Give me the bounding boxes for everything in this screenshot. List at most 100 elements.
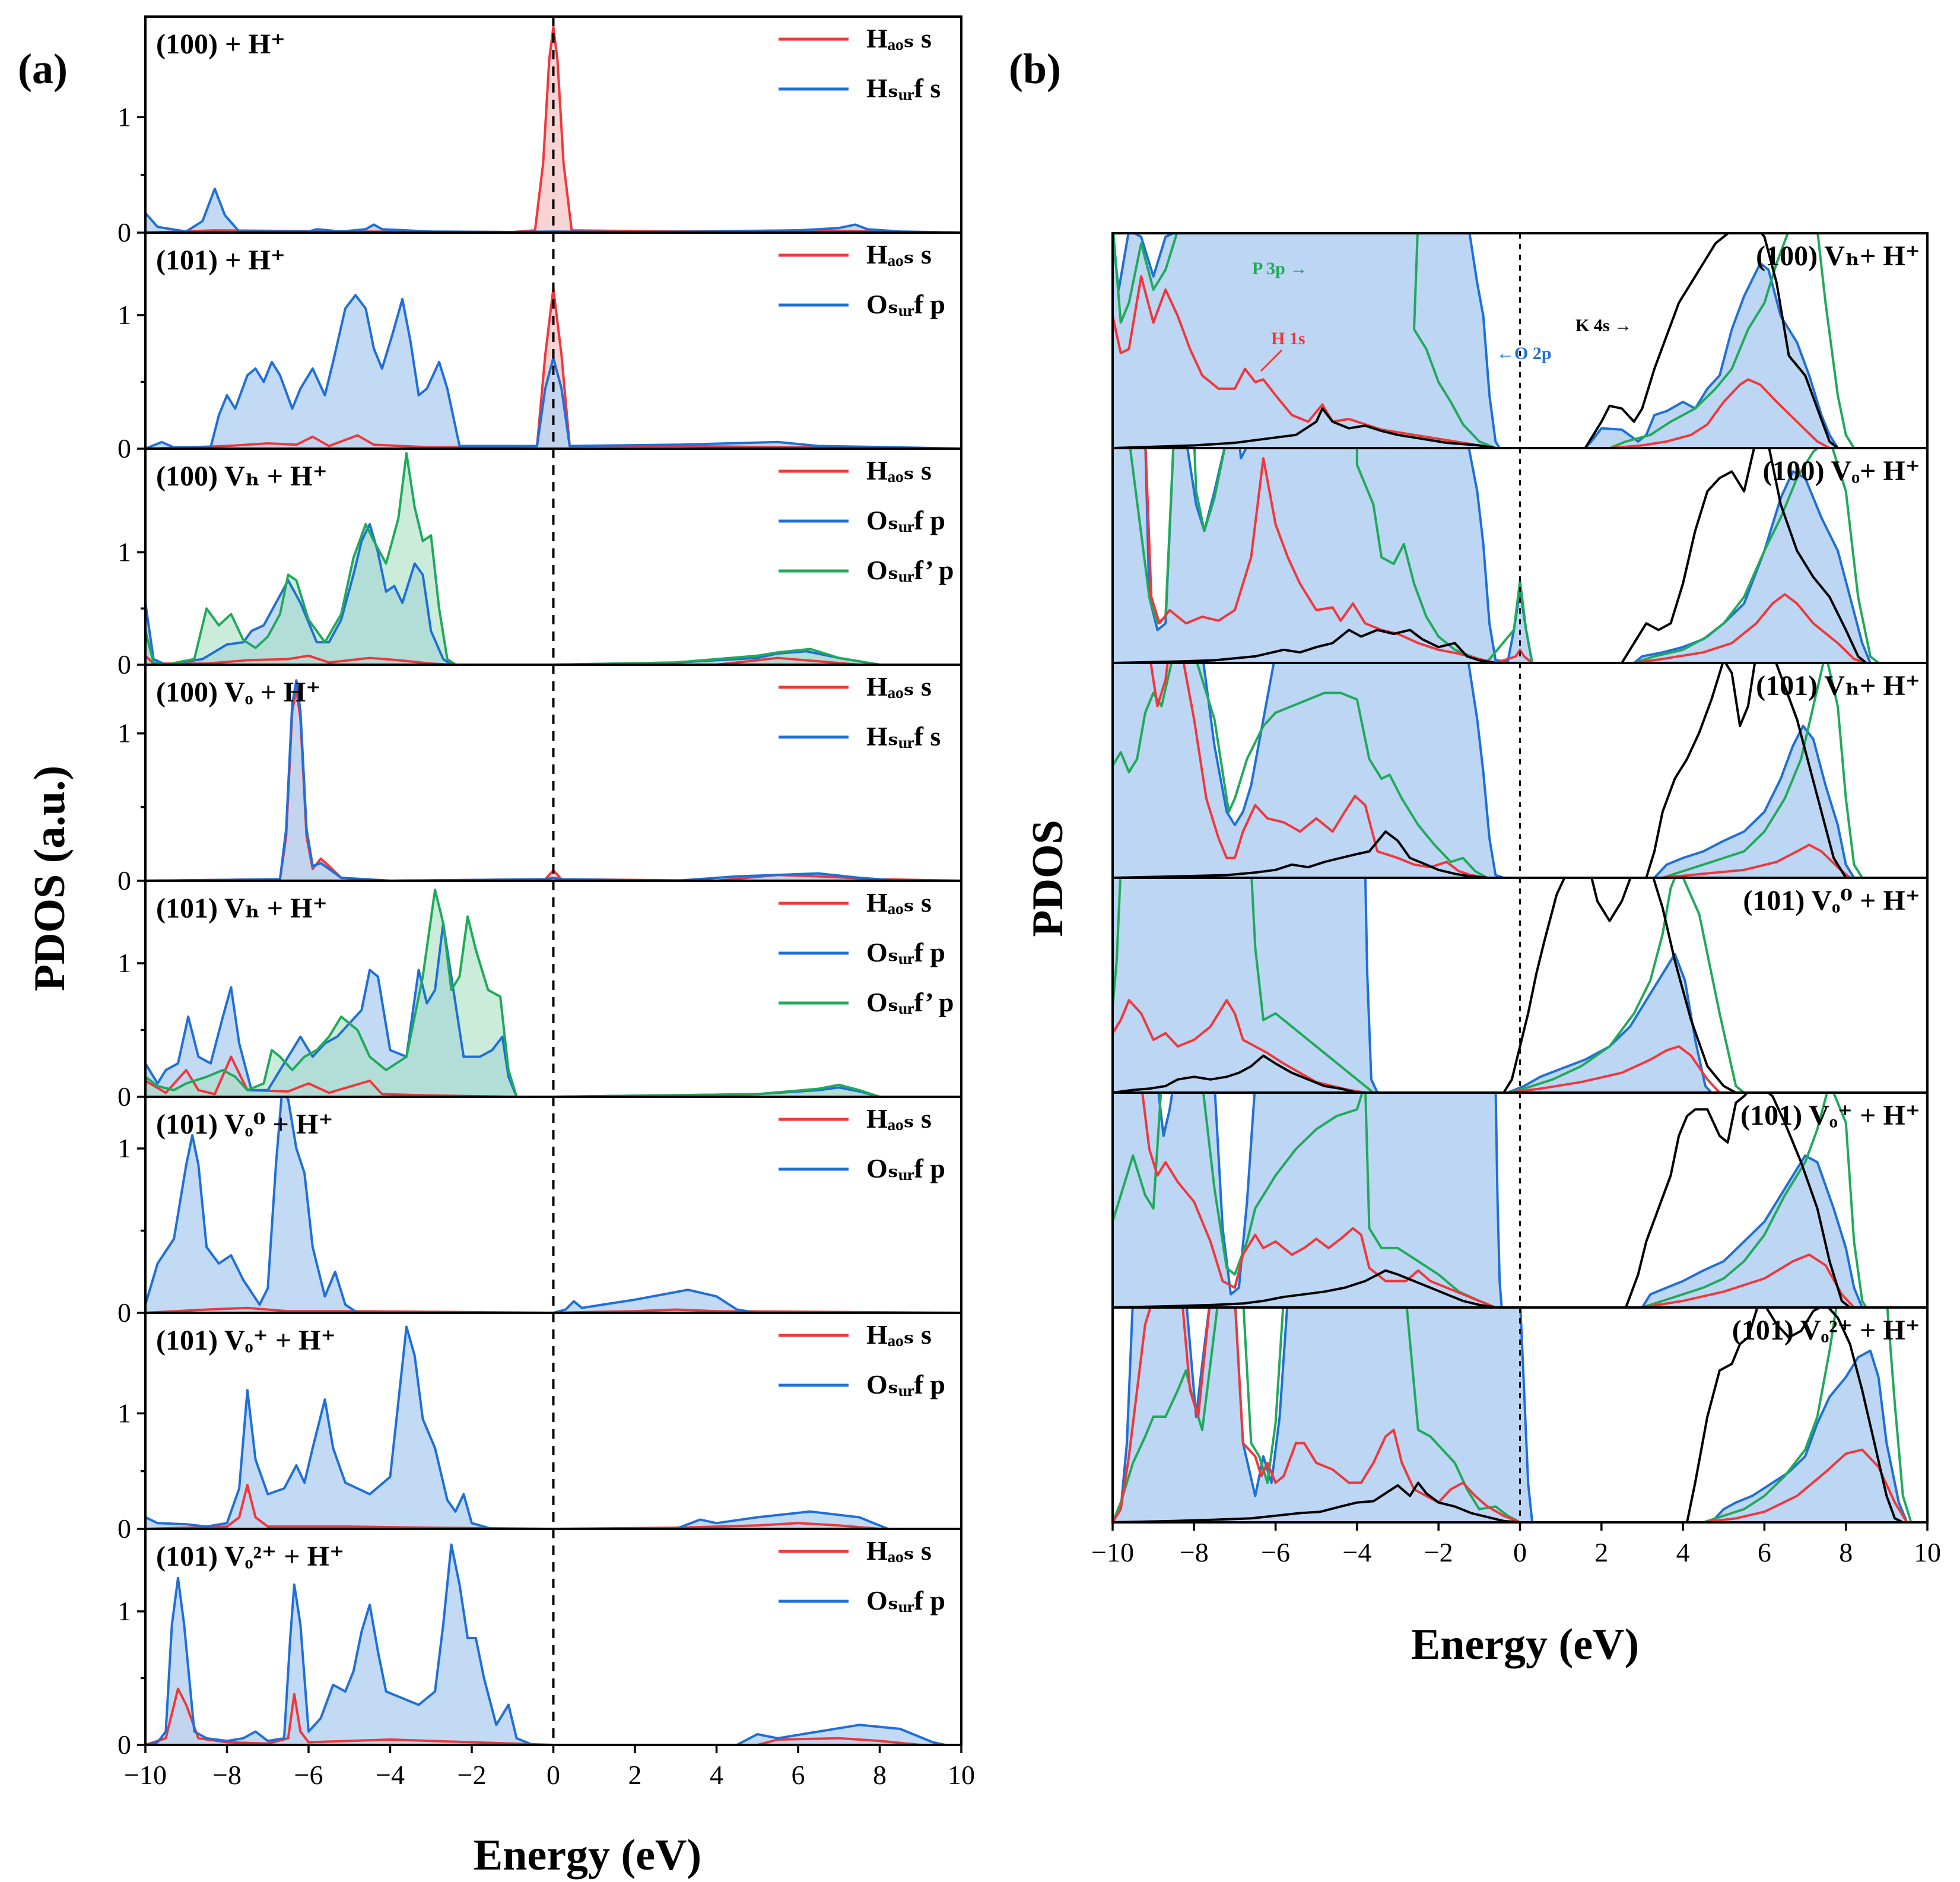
- series-fill-blue: [145, 1544, 961, 1745]
- subplot-title: (101) Vₕ+ H⁺: [1756, 670, 1920, 702]
- o2p-fill: [1113, 663, 1927, 878]
- annotation-h1s-arrow: [1260, 349, 1283, 372]
- subplot-title: (100) + H⁺: [156, 28, 285, 60]
- subplot-a-5: 0 1 (101) Vₒ⁰ + H⁺ Hₐₒₛ s Oₛᵤᵣf p: [117, 1096, 962, 1328]
- y-tick-label: 0: [117, 1513, 131, 1544]
- y-tick-label: 1: [117, 101, 131, 132]
- y-tick-label: 0: [117, 433, 131, 464]
- subplot-a-2: 0 1 (100) Vₕ + H⁺ Hₐₒₛ s Oₛᵤᵣf p Oₛᵤᵣf’ p: [117, 448, 962, 680]
- x-tick-label: 4: [710, 1760, 723, 1790]
- subplot-a-4: 0 1 (101) Vₕ + H⁺ Hₐₒₛ s Oₛᵤᵣf p Oₛᵤᵣf’ p: [117, 880, 962, 1112]
- series-line-blue: [145, 1097, 961, 1313]
- subplot-b-0: (100) Vₕ+ H⁺: [1111, 232, 1929, 449]
- y-tick-label: 0: [117, 1297, 131, 1328]
- subplot-title: (101) Vₒ⁺ + H⁺: [156, 1325, 336, 1356]
- b-ylabel: PDOS: [1024, 820, 1072, 937]
- legend-label: Hₐₒₛ s: [866, 1319, 932, 1350]
- legend-label: Oₛᵤᵣf p: [866, 1585, 945, 1616]
- series-line-black: [1113, 1307, 1927, 1522]
- annotation-k4s: K 4s →: [1575, 316, 1632, 335]
- legend-label: Oₛᵤᵣf p: [866, 289, 945, 319]
- series-line-red: [145, 1687, 961, 1745]
- series-line-blue: [1113, 1307, 1927, 1522]
- legend-label: Hₐₒₛ s: [866, 887, 932, 918]
- legend-label: Hₛᵤᵣf s: [866, 73, 941, 103]
- subplot-title: (100) Vₒ+ H⁺: [1762, 455, 1920, 487]
- legend-label: Hₐₒₛ s: [866, 1103, 932, 1134]
- legend-label: Hₐₒₛ s: [866, 23, 932, 53]
- y-tick-label: 1: [117, 948, 131, 978]
- series-line-blue: [145, 922, 961, 1097]
- legend-label: Hₐₒₛ s: [866, 1535, 932, 1566]
- series-line-black: [1113, 448, 1927, 663]
- series-line-red: [1141, 1093, 1927, 1307]
- x-tick-label: 2: [628, 1760, 642, 1790]
- a-xlabel: Energy (eV): [474, 1831, 701, 1880]
- legend-label: Hₛᵤᵣf s: [866, 721, 941, 751]
- series-line-black: [1113, 1093, 1927, 1307]
- series-line-blue: [1113, 233, 1927, 448]
- series-line-red: [1113, 275, 1927, 448]
- x-tick-label: −10: [1091, 1537, 1134, 1567]
- o2p-fill: [1113, 233, 1927, 448]
- y-tick-label: 0: [117, 1729, 131, 1760]
- series-line-red: [1113, 999, 1927, 1093]
- subplot-b-2: (101) Vₕ+ H⁺: [1111, 662, 1929, 879]
- series-line-blue: [1144, 448, 1927, 663]
- y-tick-label: 1: [117, 1596, 131, 1626]
- legend-label: Hₐₒₛ s: [866, 455, 932, 485]
- x-tick-label: −4: [376, 1760, 405, 1790]
- x-tick-label: −6: [294, 1760, 323, 1790]
- x-tick-label: −4: [1342, 1537, 1371, 1567]
- x-tick-label: 10: [1914, 1537, 1941, 1567]
- series-line-red: [1144, 448, 1927, 663]
- series-line-green: [1113, 663, 1927, 878]
- x-tick-label: −2: [1424, 1537, 1453, 1567]
- y-tick-label: 1: [117, 1133, 131, 1163]
- y-tick-label: 0: [117, 649, 131, 680]
- series-fill-red: [145, 27, 961, 233]
- x-tick-label: −8: [1180, 1537, 1209, 1567]
- series-line-blue: [145, 679, 961, 881]
- subplot-b-4: (101) Vₒ⁺ + H⁺: [1111, 1091, 1929, 1309]
- x-tick-label: 6: [1758, 1537, 1771, 1567]
- x-tick-label: 4: [1676, 1537, 1690, 1567]
- panel-a-label: (a): [18, 45, 68, 93]
- annotation-o2p: ←O 2p: [1497, 344, 1552, 363]
- x-tick-label: −2: [458, 1760, 487, 1790]
- o2p-fill: [1113, 1093, 1927, 1307]
- subplot-title: (101) Vₕ + H⁺: [156, 893, 328, 924]
- x-tick-label: 2: [1594, 1537, 1608, 1567]
- series-fill-blue: [145, 189, 961, 233]
- x-tick-label: −10: [124, 1760, 167, 1790]
- series-fill-green: [145, 453, 961, 665]
- series-line-green: [145, 888, 961, 1097]
- subplot-title: (100) Vₕ+ H⁺: [1756, 240, 1920, 272]
- series-line-green: [145, 452, 961, 665]
- a-ylabel: PDOS (a.u.): [26, 766, 74, 991]
- series-line-black: [1113, 233, 1927, 448]
- series-line-black: [1113, 663, 1927, 878]
- subplot-a-7: 0 1 (101) Vₒ²⁺ + H⁺ Hₐₒₛ s Oₛᵤᵣf p: [117, 1528, 962, 1760]
- subplot-a-0: 0 1 (100) + H⁺ Hₐₒₛ s Hₛᵤᵣf s: [117, 15, 962, 247]
- legend-label: Oₛᵤᵣf p: [866, 1369, 945, 1399]
- subplot-title: (101) Vₒ²⁺ + H⁺: [156, 1541, 344, 1572]
- series-line-red: [1113, 1307, 1927, 1522]
- x-tick-label: 8: [1839, 1537, 1853, 1567]
- legend-label: Oₛᵤᵣf’ p: [866, 555, 954, 585]
- annotation-p3p: P 3p →: [1252, 259, 1307, 278]
- legend-label: Oₛᵤᵣf’ p: [866, 987, 954, 1017]
- annotation-h1s: H 1s: [1271, 329, 1305, 348]
- panel-b: (100) Vₕ+ H⁺ (100) Vₒ+ H⁺ (101) Vₕ+ H⁺ (101…: [1091, 232, 1941, 1567]
- y-tick-label: 1: [117, 300, 131, 330]
- y-tick-label: 1: [117, 537, 131, 567]
- subplot-title: (101) Vₒ²⁺ + H⁺: [1732, 1315, 1920, 1346]
- y-tick-label: 0: [117, 1081, 131, 1112]
- subplot-title: (101) Vₒ⁰ + H⁺: [1743, 885, 1920, 916]
- series-line-green: [1113, 1307, 1927, 1522]
- y-tick-label: 1: [117, 1398, 131, 1428]
- x-tick-label: 8: [873, 1760, 887, 1790]
- series-line-blue: [1157, 1093, 1927, 1307]
- series-line-blue: [145, 294, 961, 449]
